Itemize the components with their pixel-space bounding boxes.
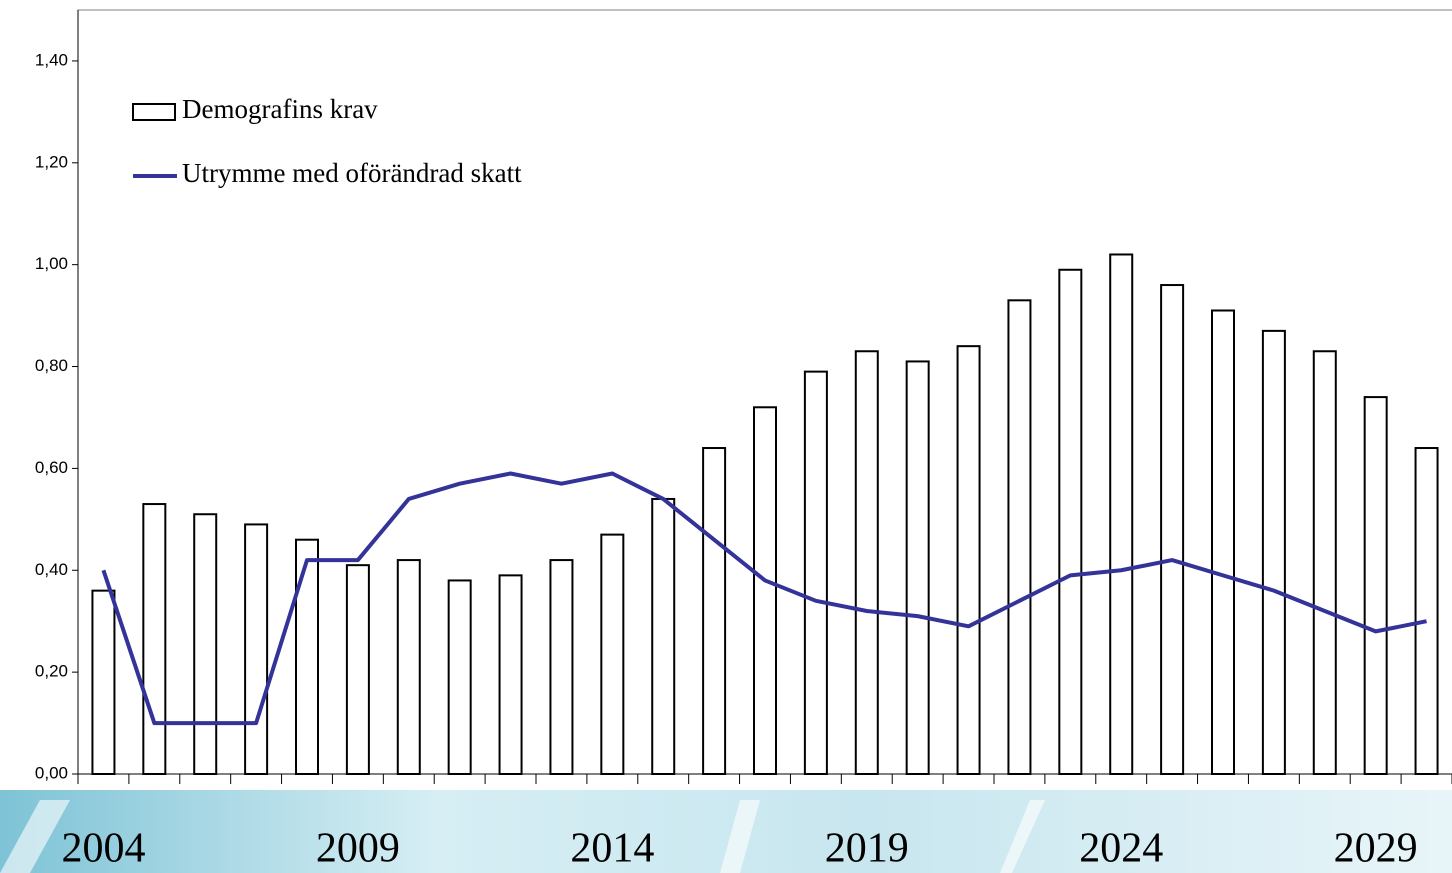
bar (601, 535, 623, 774)
bar (500, 575, 522, 774)
y-tick-label: 0,60 (35, 458, 68, 477)
x-tick-label: 2019 (825, 826, 909, 872)
y-tick-label: 1,20 (35, 152, 68, 171)
bar (194, 514, 216, 774)
bar (652, 499, 674, 774)
x-tick-label: 2029 (1334, 826, 1418, 872)
bar (1416, 448, 1438, 774)
y-tick-label: 0,80 (35, 356, 68, 375)
bar (754, 407, 776, 774)
bar (1212, 311, 1234, 774)
bar (907, 361, 929, 774)
bar (1110, 254, 1132, 774)
bar (958, 346, 980, 774)
bar (245, 524, 267, 774)
bar (805, 372, 827, 774)
x-tick-label: 2009 (316, 826, 400, 872)
y-tick-label: 1,40 (35, 50, 68, 69)
bar (1314, 351, 1336, 774)
y-tick-label: 0,20 (35, 662, 68, 681)
page: {"chart_data": {"type": "bar-line", "cat… (0, 0, 1452, 873)
x-tick-label: 2004 (61, 826, 145, 872)
bar (550, 560, 572, 774)
bar (1059, 270, 1081, 774)
bar (398, 560, 420, 774)
x-tick-label: 2014 (570, 826, 654, 872)
y-tick-label: 0,40 (35, 560, 68, 579)
legend-swatch (133, 104, 175, 120)
bar (143, 504, 165, 774)
bar (1161, 285, 1183, 774)
bar (1365, 397, 1387, 774)
chart: 0,00 0,20 0,40 0,60 0,80 1,00 1,20 1,40 2004 2009… (0, 0, 1452, 873)
bar (1008, 300, 1030, 774)
x-tick-label: 2024 (1079, 826, 1163, 872)
bar (856, 351, 878, 774)
bar (347, 565, 369, 774)
legend-label: Utrymme med oförändrad skatt (182, 158, 522, 188)
legend-label: Demografins krav (182, 94, 378, 124)
y-tick-label: 0,00 (35, 763, 68, 782)
bar (296, 540, 318, 774)
bar (703, 448, 725, 774)
y-tick-label: 1,00 (35, 254, 68, 273)
bar (449, 580, 471, 774)
bar (1263, 331, 1285, 774)
bar (92, 591, 114, 774)
